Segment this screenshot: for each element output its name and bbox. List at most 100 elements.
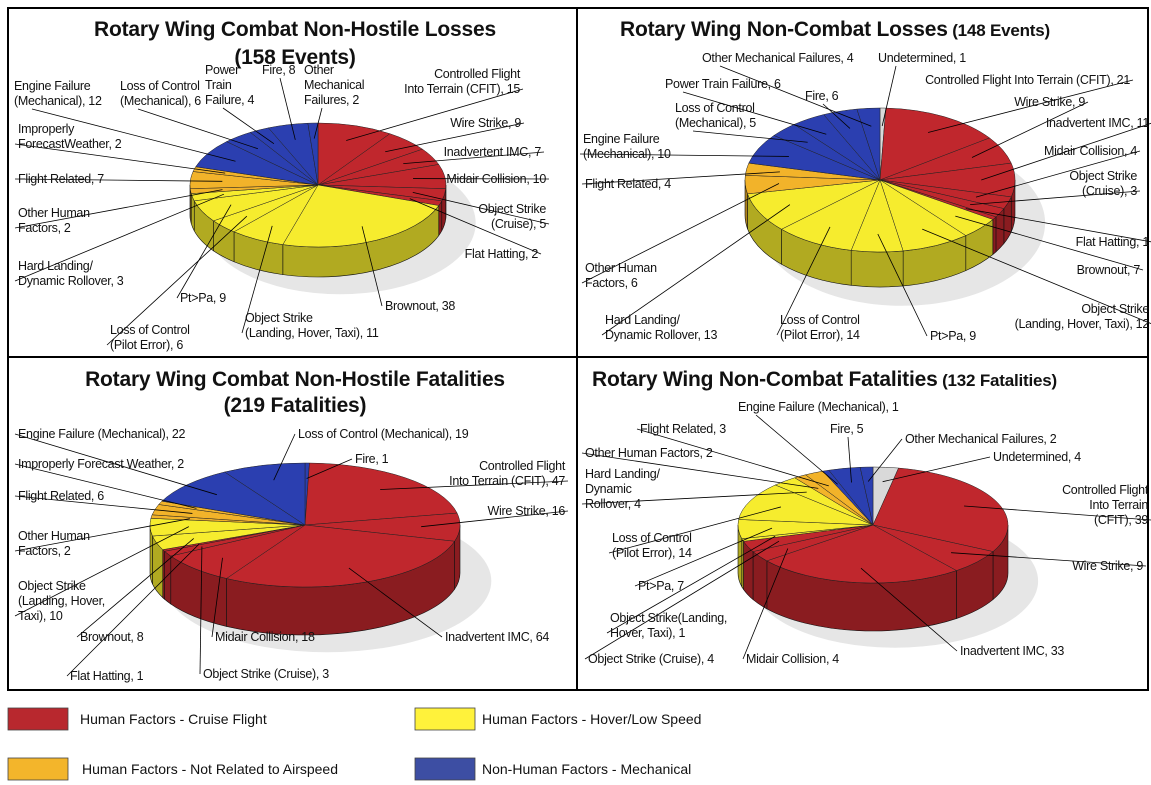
label-line: Hard Landing/	[585, 467, 660, 481]
leader-line	[348, 567, 443, 638]
label-line: (Cruise), 5	[491, 217, 546, 231]
leader-line	[965, 208, 1151, 243]
leader-line	[951, 552, 1147, 567]
label-line: (Pilot Error), 14	[780, 328, 860, 342]
label-line: Loss of Control	[675, 101, 755, 115]
leader-line	[867, 438, 903, 482]
leader-line	[176, 204, 232, 299]
slice-label: Midair Collision, 10	[446, 172, 546, 186]
leader-line	[14, 193, 225, 282]
slice-label: Object Strike (Landing, Hover, Taxi), 10	[18, 579, 105, 623]
leader-line	[606, 535, 776, 634]
slice-label: Flight Related, 3	[640, 422, 726, 436]
leader-line	[847, 436, 852, 483]
leader-line	[14, 463, 197, 509]
label-line: ForecastWeather, 2	[18, 137, 122, 151]
slice-label: Hard Landing/Dynamic Rollover, 3	[18, 259, 124, 288]
label-line: Failure, 4	[205, 93, 254, 107]
leader-line	[279, 77, 296, 140]
slice-label: Other Human Factors, 6	[585, 261, 657, 290]
slice-label: Hard Landing/Dynamic Rollover, 13	[605, 313, 717, 342]
slice-label: Wire Strike, 9	[1014, 95, 1085, 109]
label-line: (Mechanical), 12	[14, 94, 102, 108]
slice-label: Other Human Factors, 2	[585, 446, 713, 460]
slice-label: Flat Hatting, 2	[465, 247, 539, 261]
legend-swatch	[7, 757, 69, 781]
leader-line	[682, 91, 827, 135]
slice-label: Object Strike (Cruise), 3	[203, 667, 329, 681]
slice-label: Brownout, 38	[385, 299, 455, 313]
slice-label: Fire, 1	[355, 452, 389, 466]
slice-label: Wire Strike, 9	[450, 116, 521, 130]
legend-label: Human Factors - Hover/Low Speed	[482, 711, 701, 727]
label-line: (Landing, Hover, Taxi), 12	[1015, 317, 1150, 331]
slice-label: Object Strike (Cruise), 5	[478, 202, 546, 231]
label-line: Taxi), 10	[18, 609, 63, 623]
label-line: Controlled Flight	[434, 67, 521, 81]
leader-line	[881, 65, 897, 127]
label-line: Hard Landing/	[18, 259, 93, 273]
slice-label: Wire Strike, 16	[488, 504, 566, 518]
slice-label: Wire Strike, 9	[1072, 559, 1143, 573]
leader-line	[581, 183, 780, 284]
leader-line	[14, 518, 190, 552]
chart-subtitle: (132 Fatalities)	[938, 371, 1057, 390]
slice-label: Flat Hatting, 1	[70, 669, 144, 683]
slice-label: Other Mechanical Failures, 2	[304, 63, 364, 107]
legend-label: Human Factors - Not Related to Airspeed	[82, 761, 338, 777]
pie-slice	[766, 524, 958, 584]
pie-slice	[225, 524, 456, 588]
label-line: (Cruise), 3	[1082, 184, 1137, 198]
leader-line	[927, 79, 1134, 133]
slice-label: Loss of Control (Mechanical), 19	[298, 427, 469, 441]
label-line: Engine Failure	[14, 79, 91, 93]
slice-label: Improperly Forecast Weather, 2	[18, 457, 184, 471]
slice-label: Undetermined, 1	[878, 51, 966, 65]
leader-line	[380, 480, 569, 490]
label-line: (CFIT), 39	[1094, 513, 1148, 527]
pie-slice-side	[992, 216, 997, 256]
slice-label: Engine Failure (Mechanical), 12	[14, 79, 102, 108]
chart-title: Rotary Wing Non-Combat Losses (148 Event…	[620, 18, 1050, 41]
leader-line	[346, 88, 524, 141]
slice-label: Controlled Flight Into Terrain (CFIT), 47	[449, 459, 566, 488]
slice-label: Loss of Control (Pilot Error), 14	[612, 531, 692, 560]
label-line: Train	[205, 78, 232, 92]
slice-label: Midair Collision, 4	[1044, 144, 1137, 158]
label-line: Improperly	[18, 122, 75, 136]
chart-title: Rotary Wing Non-Combat Fatalities (132 F…	[592, 368, 1057, 391]
label-line: Into Terrain	[1089, 498, 1148, 512]
label-line: Object Strike	[1081, 302, 1149, 316]
label-line: Object Strike(Landing,	[610, 611, 727, 625]
leader-line	[412, 191, 550, 225]
slice-label: Pt>Pa, 7	[638, 579, 684, 593]
slice-label: Loss of Control (Pilot Error), 14	[780, 313, 860, 342]
leader-line	[971, 101, 1089, 158]
pie-slice-side	[850, 250, 904, 288]
slice-label: Object Strike (Cruise), 4	[588, 652, 714, 666]
label-line: Object Strike	[245, 311, 313, 325]
slice-label: Object Strike (Landing, Hover, Taxi), 11	[245, 311, 379, 340]
leader-line	[601, 204, 791, 336]
leader-line	[241, 225, 273, 334]
slice-label: Other Mechanical Failures, 4	[702, 51, 854, 65]
leader-line	[14, 495, 193, 514]
label-line: (Mechanical), 10	[583, 147, 671, 161]
label-line: Other Human	[585, 261, 657, 275]
label-line: (Pilot Error), 14	[612, 546, 692, 560]
slice-label: Pt>Pa, 9	[180, 291, 226, 305]
label-line: Controlled Flight	[479, 459, 566, 473]
leader-line	[581, 171, 780, 185]
slice-label: Object Strike (Landing, Hover, Taxi), 12	[1015, 302, 1150, 331]
leader-line	[581, 491, 807, 505]
slice-label: Flight Related, 4	[585, 177, 671, 191]
leader-line	[922, 228, 1151, 325]
slice-label: Controlled Flight Into Terrain (CFIT), 2…	[925, 73, 1130, 87]
leader-line	[31, 108, 236, 162]
label-line: Into Terrain (CFIT), 47	[449, 474, 565, 488]
label-line: Mechanical	[304, 78, 364, 92]
leader-line	[14, 178, 223, 182]
slice-label: Engine Failure (Mechanical), 1	[738, 400, 899, 414]
leader-line	[584, 540, 780, 660]
label-line: Hard Landing/	[605, 313, 680, 327]
